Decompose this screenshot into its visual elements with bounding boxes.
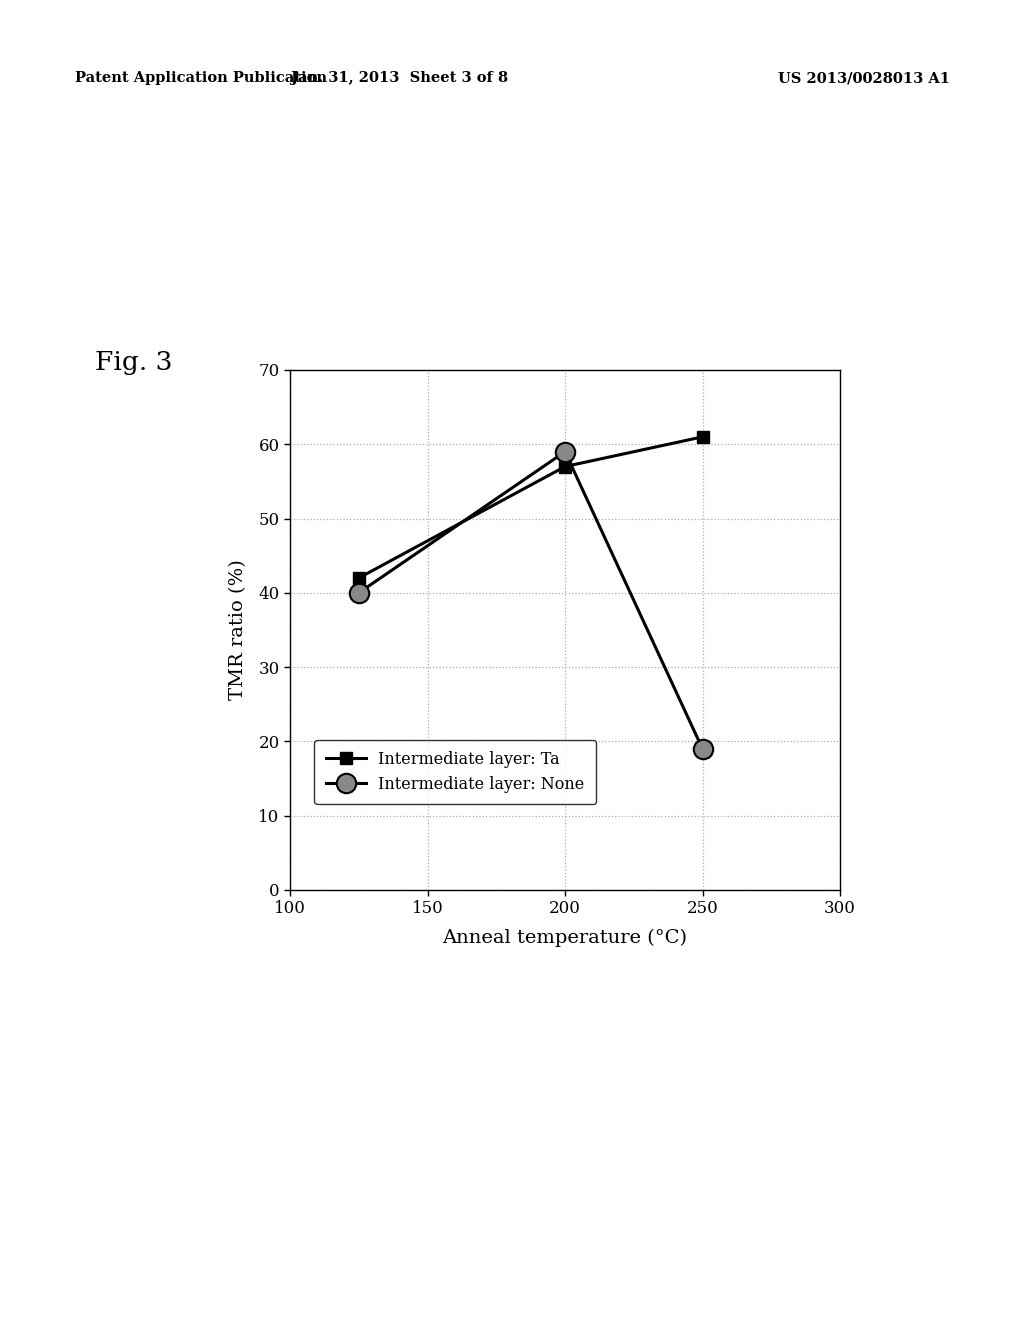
Line: Intermediate layer: Ta: Intermediate layer: Ta: [352, 430, 709, 585]
Intermediate layer: None: (125, 40): None: (125, 40): [352, 585, 365, 601]
Text: Patent Application Publication: Patent Application Publication: [75, 71, 327, 84]
Intermediate layer: Ta: (125, 42): Ta: (125, 42): [352, 570, 365, 586]
Intermediate layer: Ta: (200, 57): Ta: (200, 57): [559, 458, 571, 474]
Intermediate layer: None: (250, 19): None: (250, 19): [696, 741, 709, 756]
Legend: Intermediate layer: Ta, Intermediate layer: None: Intermediate layer: Ta, Intermediate lay…: [314, 739, 596, 804]
Text: Jan. 31, 2013  Sheet 3 of 8: Jan. 31, 2013 Sheet 3 of 8: [292, 71, 509, 84]
Text: US 2013/0028013 A1: US 2013/0028013 A1: [778, 71, 950, 84]
Line: Intermediate layer: None: Intermediate layer: None: [349, 442, 713, 759]
Text: Fig. 3: Fig. 3: [95, 350, 172, 375]
Y-axis label: TMR ratio (%): TMR ratio (%): [229, 560, 247, 701]
Intermediate layer: None: (200, 59): None: (200, 59): [559, 444, 571, 459]
Intermediate layer: Ta: (250, 61): Ta: (250, 61): [696, 429, 709, 445]
X-axis label: Anneal temperature (°C): Anneal temperature (°C): [442, 928, 687, 946]
